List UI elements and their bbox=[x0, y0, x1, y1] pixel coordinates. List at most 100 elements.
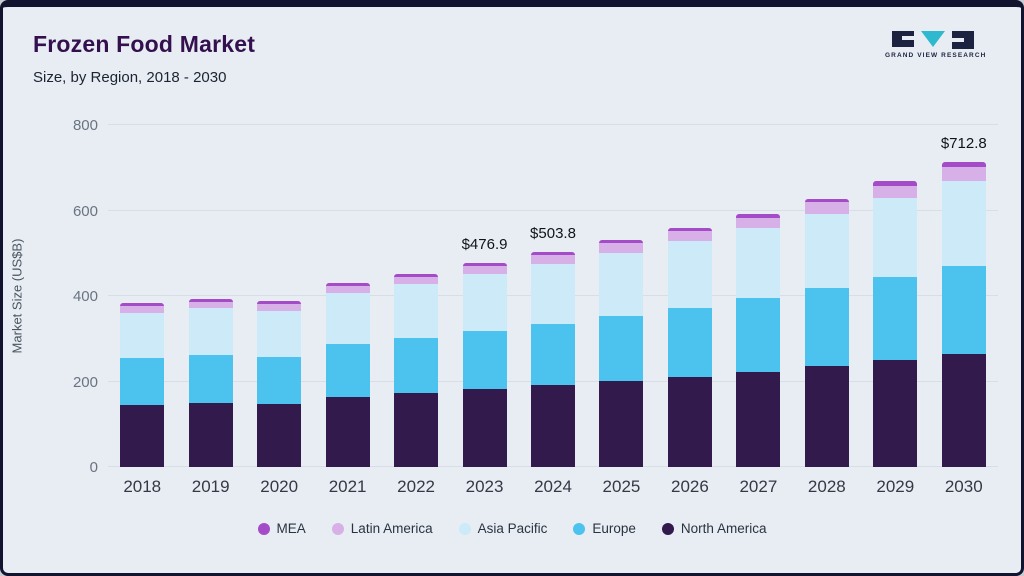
bar-segment-asia-pacific bbox=[325, 293, 370, 345]
bar-segment-mea bbox=[257, 301, 302, 305]
bar-segment-mea bbox=[804, 198, 849, 203]
bar-segment-europe bbox=[394, 337, 439, 394]
legend-swatch-icon bbox=[661, 522, 674, 535]
bar-segment-asia-pacific bbox=[736, 228, 781, 299]
value-annotation: $503.8 bbox=[530, 224, 576, 242]
brand-logo-icon bbox=[892, 31, 974, 49]
gridline bbox=[108, 124, 998, 125]
bar-segment-north-america bbox=[188, 402, 233, 467]
bar-2029 bbox=[873, 181, 918, 467]
bar-segment-europe bbox=[804, 287, 849, 367]
bar-segment-latin-america bbox=[736, 217, 781, 229]
x-tick-label: 2018 bbox=[123, 477, 162, 496]
bar-segment-latin-america bbox=[873, 185, 918, 198]
legend-label: Europe bbox=[592, 521, 636, 536]
legend-swatch-icon bbox=[257, 522, 270, 535]
chart-legend: MEA Latin America Asia Pacific Europe North … bbox=[3, 521, 1021, 536]
x-tick-label: 2023 bbox=[465, 477, 504, 496]
legend-swatch-icon bbox=[573, 522, 586, 535]
bar-segment-mea bbox=[394, 274, 439, 278]
legend-item-latin-america: Latin America bbox=[331, 521, 433, 536]
page-title: Frozen Food Market bbox=[33, 31, 256, 57]
y-tick-label: 800 bbox=[72, 117, 98, 134]
bar-segment-europe bbox=[257, 356, 302, 404]
bar-segment-north-america bbox=[599, 381, 644, 467]
bar-segment-asia-pacific bbox=[120, 312, 165, 358]
legend-item-north-america: North America bbox=[661, 521, 767, 536]
bar-segment-europe bbox=[667, 307, 712, 378]
bar-segment-europe bbox=[325, 344, 370, 398]
bar-segment-north-america bbox=[804, 366, 849, 467]
page-subtitle: Size, by Region, 2018 - 2030 bbox=[33, 69, 227, 86]
bar-segment-europe bbox=[736, 298, 781, 373]
legend-label: North America bbox=[680, 521, 767, 536]
bar-2025 bbox=[599, 240, 644, 467]
bar-segment-europe bbox=[462, 331, 507, 390]
bar-segment-latin-america bbox=[188, 302, 233, 309]
bar-segment-asia-pacific bbox=[599, 252, 644, 317]
y-tick-label: 600 bbox=[72, 202, 98, 220]
bar-segment-asia-pacific bbox=[531, 263, 575, 324]
brand-logo: GRAND VIEW RESEARCH bbox=[881, 29, 985, 59]
legend-label: MEA bbox=[276, 521, 306, 536]
bar-segment-mea bbox=[120, 303, 165, 307]
value-annotation: $712.8 bbox=[940, 135, 987, 153]
bar-segment-latin-america bbox=[667, 231, 712, 241]
y-axis-title: Market Size (US$B) bbox=[9, 238, 25, 354]
bar-2023 bbox=[462, 263, 507, 467]
bar-segment-north-america bbox=[667, 377, 712, 467]
bar-segment-mea bbox=[531, 251, 575, 255]
bar-segment-north-america bbox=[941, 353, 986, 467]
bar-segment-latin-america bbox=[462, 266, 507, 275]
legend-label: Latin America bbox=[350, 521, 433, 536]
bar-segment-asia-pacific bbox=[394, 284, 439, 338]
bar-segment-latin-america bbox=[531, 254, 575, 264]
bar-segment-mea bbox=[325, 282, 370, 286]
bar-segment-europe bbox=[531, 323, 575, 385]
bar-segment-latin-america bbox=[325, 285, 370, 294]
bar-segment-europe bbox=[120, 357, 165, 405]
x-tick-label: 2029 bbox=[876, 477, 915, 496]
x-tick-label: 2021 bbox=[328, 477, 367, 496]
bar-2028 bbox=[804, 198, 849, 467]
plot-area: 0 200 400 600 800 2018 2019 2020 2021 2022 2023 $47… bbox=[73, 117, 998, 496]
bar-segment-mea bbox=[188, 299, 233, 303]
x-tick-label: 2027 bbox=[739, 477, 778, 496]
bar-segment-latin-america bbox=[120, 306, 165, 313]
bar-segment-north-america bbox=[531, 384, 575, 467]
y-tick-label: 0 bbox=[89, 459, 98, 476]
y-tick-label: 400 bbox=[72, 288, 98, 305]
bar-segment-mea bbox=[873, 181, 918, 186]
bar-segment-europe bbox=[188, 354, 233, 403]
bar-segment-north-america bbox=[462, 389, 507, 467]
bar-segment-mea bbox=[462, 263, 507, 267]
bar-segment-asia-pacific bbox=[257, 310, 302, 357]
bar-segment-mea bbox=[599, 240, 644, 244]
legend-swatch-icon bbox=[458, 522, 471, 535]
x-tick-label: 2019 bbox=[191, 477, 230, 496]
bar-segment-north-america bbox=[257, 403, 302, 467]
x-tick-label: 2025 bbox=[602, 477, 641, 496]
bar-segment-mea bbox=[667, 227, 712, 232]
bar-2022 bbox=[394, 274, 439, 467]
bar-segment-mea bbox=[736, 213, 781, 218]
x-tick-label: 2024 bbox=[534, 477, 572, 496]
bar-segment-europe bbox=[941, 265, 986, 354]
value-annotation: $476.9 bbox=[461, 236, 508, 254]
bar-2021 bbox=[325, 282, 370, 467]
bar-2020 bbox=[257, 301, 302, 467]
bar-segment-latin-america bbox=[941, 167, 986, 182]
bar-segment-latin-america bbox=[804, 202, 849, 214]
bar-segment-asia-pacific bbox=[188, 308, 233, 355]
bar-2018 bbox=[120, 303, 165, 467]
bar-segment-asia-pacific bbox=[667, 240, 712, 308]
legend-swatch-icon bbox=[331, 522, 344, 535]
bar-segment-north-america bbox=[120, 404, 165, 467]
bar-segment-mea bbox=[941, 162, 986, 168]
gridline bbox=[108, 209, 998, 211]
bar-segment-latin-america bbox=[599, 243, 644, 253]
legend-item-asia-pacific: Asia Pacific bbox=[458, 521, 547, 536]
bar-segment-europe bbox=[873, 277, 918, 361]
x-tick-label: 2028 bbox=[807, 477, 846, 496]
